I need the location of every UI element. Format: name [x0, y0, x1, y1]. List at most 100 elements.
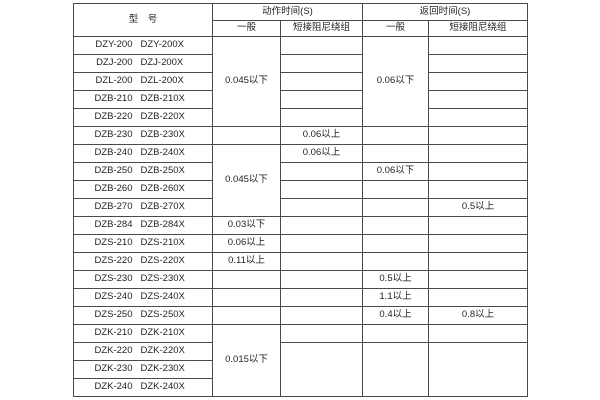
- model-cell: DZB-260 DZB-260X: [73, 180, 213, 199]
- header-action-time: 动作时间(S): [212, 3, 363, 21]
- model-primary: DZS-220: [94, 255, 133, 267]
- empty-cell: [280, 234, 363, 253]
- model-variant: DZB-210X: [140, 93, 185, 105]
- value-cell-return-damping: 0.5以上: [428, 198, 528, 217]
- value-cell-action-general: 0.015以下: [212, 324, 281, 397]
- empty-cell: [362, 234, 429, 253]
- model-primary: DZY-200: [95, 39, 133, 51]
- empty-cell: [280, 288, 363, 307]
- model-primary: DZB-220: [94, 111, 133, 123]
- value-cell-return-general: 0.06以下: [362, 162, 429, 181]
- model-cell: DZB-220 DZB-220X: [73, 108, 213, 127]
- table-row: DZB-230 DZB-230X 0.06以上: [73, 126, 528, 145]
- table-row: DZB-220 DZB-220X: [73, 108, 528, 127]
- table-row: DZB-270 DZB-270X 0.5以上: [73, 198, 528, 217]
- model-variant: DZB-240X: [140, 147, 185, 159]
- value-cell-action-general: 0.03以下: [212, 216, 281, 235]
- empty-cell: [212, 306, 281, 325]
- model-primary: DZB-250: [94, 165, 133, 177]
- empty-cell: [280, 324, 363, 343]
- model-primary: DZK-240: [94, 381, 133, 393]
- table-body: DZY-200 DZY-200X 0.045以下 0.06以下 DZJ-200 DZ…: [73, 36, 528, 397]
- empty-cell: [280, 342, 363, 397]
- model-cell: DZK-230 DZK-230X: [73, 360, 213, 379]
- empty-cell: [428, 288, 528, 307]
- header-return-general: 一般: [362, 20, 429, 37]
- value-cell-return-damping: 0.8以上: [428, 306, 528, 325]
- empty-cell: [428, 252, 528, 271]
- table-row: DZB-284 DZB-284X 0.03以下: [73, 216, 528, 235]
- table-row: DZS-230 DZS-230X 0.5以上: [73, 270, 528, 289]
- empty-cell: [280, 198, 363, 217]
- header-row-top: 型 号 动作时间(S) 返回时间(S): [73, 3, 528, 37]
- model-variant: DZS-240X: [140, 291, 185, 303]
- empty-cell: [280, 162, 363, 181]
- model-primary: DZS-250: [94, 309, 133, 321]
- model-variant: DZB-284X: [140, 219, 185, 231]
- empty-cell: [280, 72, 363, 91]
- model-primary: DZB-270: [94, 201, 133, 213]
- model-cell: DZK-210 DZK-210X: [73, 324, 213, 343]
- model-variant: DZB-250X: [140, 165, 185, 177]
- model-cell: DZL-200 DZL-200X: [73, 72, 213, 91]
- value-cell-return-general: 1.1以上: [362, 288, 429, 307]
- model-primary: DZB-284: [94, 219, 133, 231]
- empty-cell: [428, 162, 528, 181]
- model-primary: DZK-220: [94, 345, 133, 357]
- table-row: DZK-230 DZK-230X: [73, 360, 528, 379]
- header-return-time: 返回时间(S): [362, 3, 528, 21]
- empty-cell: [428, 180, 528, 199]
- empty-cell: [362, 324, 429, 343]
- table-row: DZS-240 DZS-240X 1.1以上: [73, 288, 528, 307]
- model-cell: DZB-230 DZB-230X: [73, 126, 213, 145]
- empty-cell: [428, 126, 528, 145]
- empty-cell: [362, 144, 429, 163]
- table-row: DZK-210 DZK-210X 0.015以下: [73, 324, 528, 397]
- model-primary: DZB-230: [94, 129, 133, 141]
- model-variant: DZB-220X: [140, 111, 185, 123]
- table-row: DZK-220 DZK-220X: [73, 342, 528, 397]
- model-cell: DZY-200 DZY-200X: [73, 36, 213, 55]
- empty-cell: [362, 342, 429, 397]
- model-cell: DZS-220 DZS-220X: [73, 252, 213, 271]
- empty-cell: [280, 36, 363, 55]
- empty-cell: [280, 252, 363, 271]
- model-primary: DZL-200: [95, 75, 133, 87]
- model-variant: DZJ-200X: [140, 57, 184, 69]
- value-cell-action-general: 0.11以上: [212, 252, 281, 271]
- table-row: DZB-210 DZB-210X: [73, 90, 528, 109]
- model-variant: DZS-210X: [140, 237, 185, 249]
- table-row: DZY-200 DZY-200X 0.045以下 0.06以下: [73, 36, 528, 127]
- model-primary: DZS-230: [94, 273, 133, 285]
- model-cell: DZB-250 DZB-250X: [73, 162, 213, 181]
- model-cell: DZB-210 DZB-210X: [73, 90, 213, 109]
- value-cell-action-general: 0.045以下: [212, 36, 281, 127]
- table-row: DZS-250 DZS-250X 0.4以上 0.8以上: [73, 306, 528, 325]
- empty-cell: [428, 108, 528, 127]
- value-cell-action-general: 0.045以下: [212, 144, 281, 217]
- empty-cell: [428, 234, 528, 253]
- value-cell-return-general: 0.06以下: [362, 36, 429, 127]
- table-row: DZB-250 DZB-250X 0.06以下: [73, 162, 528, 181]
- model-cell: DZS-210 DZS-210X: [73, 234, 213, 253]
- empty-cell: [280, 270, 363, 289]
- model-variant: DZS-230X: [140, 273, 185, 285]
- model-variant: DZS-220X: [140, 255, 185, 267]
- spec-table: 型 号 动作时间(S) 返回时间(S) 一般 短接阻尼绕组 一般 短接阻尼绕组 …: [73, 3, 528, 397]
- model-variant: DZK-240X: [140, 381, 185, 393]
- empty-cell: [428, 54, 528, 73]
- empty-cell: [428, 90, 528, 109]
- value-cell-action-general: 0.06以上: [212, 234, 281, 253]
- model-variant: DZY-200X: [140, 39, 184, 51]
- header-model: 型 号: [73, 3, 213, 37]
- model-cell: DZS-240 DZS-240X: [73, 288, 213, 307]
- table-row: DZS-210 DZS-210X 0.06以上: [73, 234, 528, 253]
- table-row: DZK-240 DZK-240X: [73, 378, 528, 397]
- header-return-damping: 短接阻尼绕组: [428, 20, 528, 37]
- value-cell-action-damping: 0.06以上: [280, 144, 363, 163]
- model-variant: DZB-260X: [140, 183, 185, 195]
- model-cell: DZB-284 DZB-284X: [73, 216, 213, 235]
- table-header: 型 号 动作时间(S) 返回时间(S) 一般 短接阻尼绕组 一般 短接阻尼绕组: [73, 3, 528, 37]
- model-cell: DZK-240 DZK-240X: [73, 378, 213, 397]
- empty-cell: [280, 54, 363, 73]
